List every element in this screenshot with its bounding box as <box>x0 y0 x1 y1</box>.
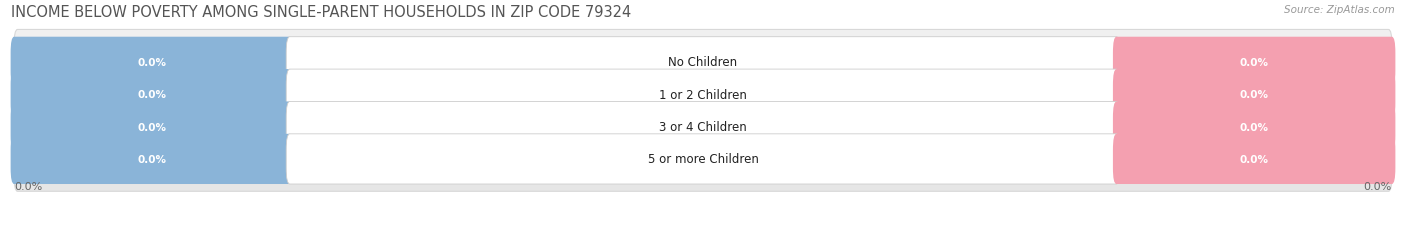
FancyBboxPatch shape <box>1114 134 1395 184</box>
Text: Source: ZipAtlas.com: Source: ZipAtlas.com <box>1284 5 1395 15</box>
Text: 0.0%: 0.0% <box>138 58 166 67</box>
FancyBboxPatch shape <box>14 127 1392 191</box>
Text: 0.0%: 0.0% <box>138 90 166 100</box>
Text: 0.0%: 0.0% <box>138 154 166 164</box>
FancyBboxPatch shape <box>11 70 292 120</box>
Text: 0.0%: 0.0% <box>1240 154 1268 164</box>
Text: INCOME BELOW POVERTY AMONG SINGLE-PARENT HOUSEHOLDS IN ZIP CODE 79324: INCOME BELOW POVERTY AMONG SINGLE-PARENT… <box>11 5 631 20</box>
FancyBboxPatch shape <box>1114 38 1395 88</box>
FancyBboxPatch shape <box>287 70 1119 120</box>
Text: 0.0%: 0.0% <box>1240 90 1268 100</box>
FancyBboxPatch shape <box>1114 102 1395 152</box>
Text: 0.0%: 0.0% <box>1240 58 1268 67</box>
FancyBboxPatch shape <box>287 134 1119 184</box>
Text: 0.0%: 0.0% <box>1240 122 1268 132</box>
FancyBboxPatch shape <box>14 95 1392 159</box>
FancyBboxPatch shape <box>14 63 1392 127</box>
Text: 0.0%: 0.0% <box>14 181 42 191</box>
FancyBboxPatch shape <box>11 102 292 152</box>
Text: 0.0%: 0.0% <box>138 122 166 132</box>
FancyBboxPatch shape <box>287 102 1119 152</box>
Text: 5 or more Children: 5 or more Children <box>648 153 758 166</box>
FancyBboxPatch shape <box>1114 70 1395 120</box>
FancyBboxPatch shape <box>14 30 1392 95</box>
Text: 0.0%: 0.0% <box>1364 181 1392 191</box>
FancyBboxPatch shape <box>11 38 292 88</box>
Text: No Children: No Children <box>668 56 738 69</box>
Text: 3 or 4 Children: 3 or 4 Children <box>659 121 747 134</box>
FancyBboxPatch shape <box>287 38 1119 88</box>
FancyBboxPatch shape <box>11 134 292 184</box>
Text: 1 or 2 Children: 1 or 2 Children <box>659 88 747 101</box>
